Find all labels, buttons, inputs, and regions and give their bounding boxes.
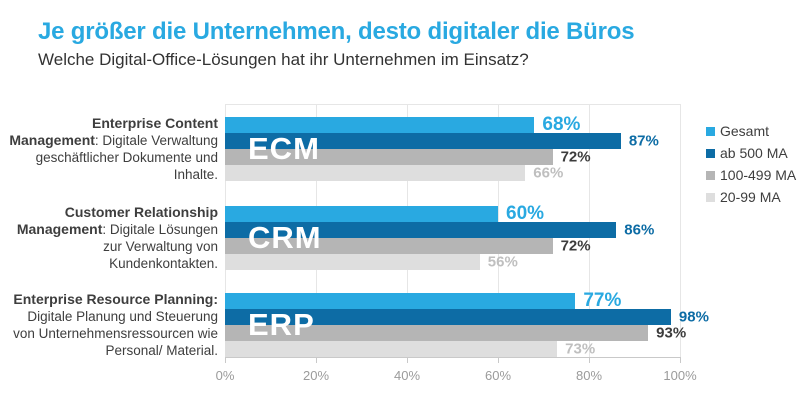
bar-ecm-20-99-ma	[225, 165, 526, 181]
gridline-100%	[680, 104, 681, 357]
category-label-bold: Enterprise Resource Planning:	[13, 291, 218, 307]
bar-value-erp-20-99-ma: 73%	[565, 340, 596, 358]
watermark-erp: ERP	[248, 307, 315, 342]
legend-swatch-20-99-ma	[706, 192, 715, 202]
bar-crm-gesamt	[225, 206, 498, 222]
x-tick-label: 40%	[393, 368, 421, 383]
bar-crm-ab-500-ma	[225, 222, 617, 238]
x-tick-label: 60%	[484, 368, 512, 383]
bar-value-ecm-ab-500-ma: 87%	[628, 132, 659, 150]
bar-value-ecm-100-499-ma: 72%	[560, 148, 591, 166]
chart-subtitle: Welche Digital-Office-Lösungen hat ihr U…	[38, 50, 529, 69]
x-tick-60%	[498, 357, 499, 363]
x-tick-100%	[680, 357, 681, 363]
legend-label: ab 500 MA	[720, 145, 788, 161]
bar-value-crm-100-499-ma: 72%	[560, 237, 591, 255]
category-label-crm: Customer Relationship Management: Digita…	[6, 204, 218, 272]
plot-top-border	[225, 104, 680, 105]
category-label-ecm: Enterprise Content Management: Digitale …	[6, 115, 218, 183]
watermark-crm: CRM	[248, 220, 322, 255]
bar-erp-gesamt	[225, 293, 576, 309]
legend-item-100-499-ma: 100-499 MA	[706, 164, 796, 186]
category-label-erp: Enterprise Resource Planning: Digitale P…	[6, 291, 218, 359]
bar-erp-ab-500-ma	[225, 309, 671, 325]
x-tick-40%	[407, 357, 408, 363]
x-tick-0%	[225, 357, 226, 363]
legend-item-ab-500-ma: ab 500 MA	[706, 142, 796, 164]
x-tick-20%	[316, 357, 317, 363]
legend-swatch-ab-500-ma	[706, 148, 715, 158]
bar-ecm-100-499-ma	[225, 149, 553, 165]
plot-area: 68% 87% 72% 66% ECM 60% 86% 72% 56% CRM 77% 98% 93% 7…	[225, 104, 709, 358]
x-tick-label: 100%	[663, 368, 697, 383]
legend-swatch-100-499-ma	[706, 170, 715, 180]
bar-value-erp-ab-500-ma: 98%	[678, 308, 709, 326]
x-tick-label: 80%	[575, 368, 603, 383]
x-axis-line	[225, 357, 681, 358]
bar-crm-100-499-ma	[225, 238, 553, 254]
bar-ecm-ab-500-ma	[225, 133, 621, 149]
bar-erp-100-499-ma	[225, 325, 649, 341]
category-label-rest: : Digitale Verwaltung geschäftlicher Dok…	[35, 133, 218, 182]
chart-title: Je größer die Unternehmen, desto digital…	[38, 18, 635, 45]
bar-value-crm-20-99-ma: 56%	[487, 253, 518, 271]
x-tick-label: 0%	[215, 368, 235, 383]
category-label-rest: Digitale Planung und Steuerung von Unter…	[13, 309, 218, 358]
x-tick-label: 20%	[302, 368, 330, 383]
legend-swatch-gesamt	[706, 126, 715, 136]
category-label-bold: Enterprise Content Management	[9, 115, 218, 148]
bar-value-ecm-20-99-ma: 66%	[533, 164, 564, 182]
legend-item-gesamt: Gesamt	[706, 120, 796, 142]
legend: Gesamt ab 500 MA 100-499 MA 20-99 MA	[706, 120, 796, 208]
bar-value-crm-ab-500-ma: 86%	[624, 221, 655, 239]
bar-value-erp-100-499-ma: 93%	[656, 324, 687, 342]
bar-value-ecm-gesamt: 68%	[542, 114, 581, 135]
bar-crm-20-99-ma	[225, 254, 480, 270]
bar-ecm-gesamt	[225, 117, 535, 133]
category-label-rest: : Digitale Lösungen zur Verwaltung von K…	[102, 222, 218, 271]
bar-value-erp-gesamt: 77%	[583, 290, 622, 311]
bar-value-crm-gesamt: 60%	[506, 203, 545, 224]
legend-item-20-99-ma: 20-99 MA	[706, 186, 796, 208]
x-tick-80%	[589, 357, 590, 363]
legend-label: 20-99 MA	[720, 189, 781, 205]
bar-erp-20-99-ma	[225, 341, 558, 357]
legend-label: 100-499 MA	[720, 167, 797, 183]
watermark-ecm: ECM	[248, 131, 320, 166]
category-label-bold: Customer Relationship Management	[16, 204, 218, 237]
legend-label: Gesamt	[720, 123, 770, 139]
